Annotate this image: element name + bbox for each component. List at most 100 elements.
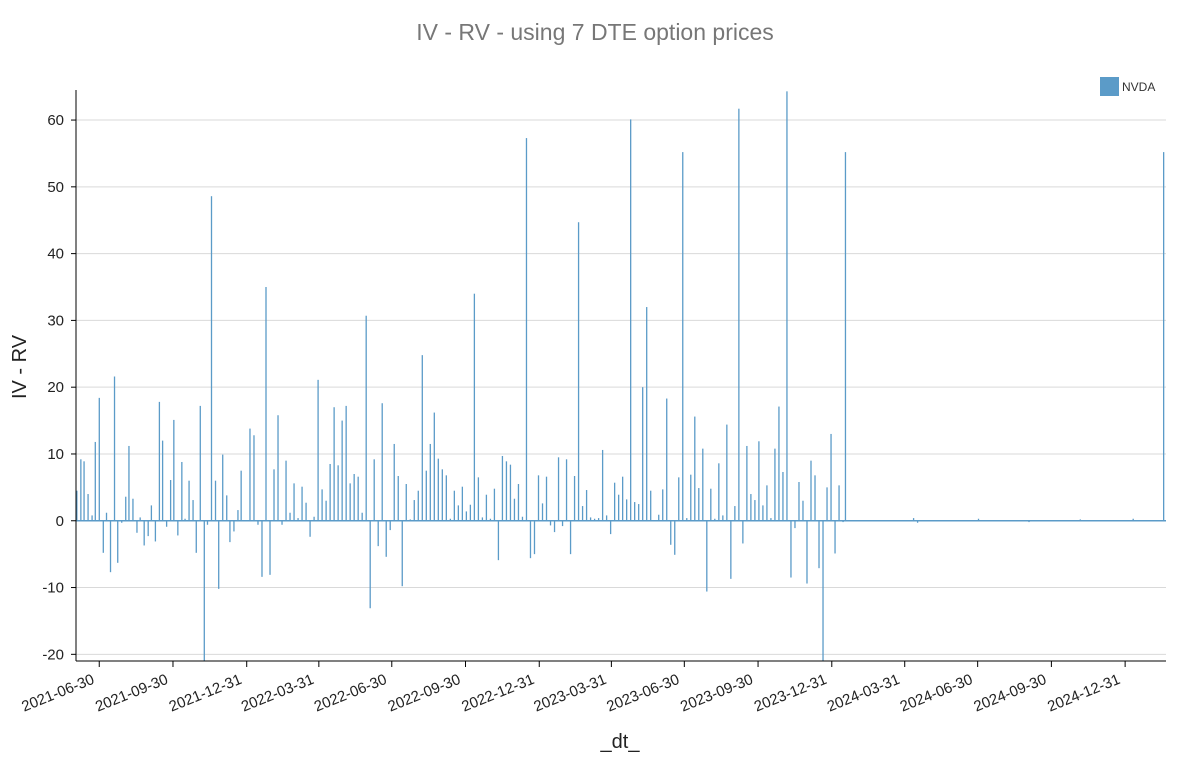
bar xyxy=(806,520,808,584)
bar xyxy=(537,475,540,521)
y-tick-label: 0 xyxy=(56,513,64,530)
bar xyxy=(545,476,548,521)
bar xyxy=(589,517,592,521)
bar xyxy=(289,512,291,521)
bar xyxy=(1132,518,1134,521)
x-tick-label: 2024-12-31 xyxy=(1045,671,1123,716)
bar xyxy=(844,152,847,521)
bar xyxy=(525,138,528,521)
x-tick-label: 2023-06-30 xyxy=(604,671,682,716)
bar xyxy=(385,520,387,557)
x-tick-label: 2024-03-31 xyxy=(825,671,903,716)
bar xyxy=(210,196,213,521)
bar xyxy=(125,496,127,521)
bar xyxy=(766,485,768,521)
bar xyxy=(822,520,824,661)
bar xyxy=(622,476,624,521)
bar xyxy=(333,407,335,521)
bar xyxy=(529,520,532,559)
bar xyxy=(718,463,720,521)
bar xyxy=(229,520,231,543)
bar xyxy=(577,222,580,521)
bar xyxy=(658,514,660,521)
bar xyxy=(694,416,696,521)
bar xyxy=(76,490,78,521)
bar xyxy=(698,488,700,521)
bar xyxy=(678,477,680,521)
bar xyxy=(321,489,323,521)
x-tick-label: 2022-03-31 xyxy=(239,671,317,716)
bar xyxy=(618,494,620,521)
bar xyxy=(265,287,267,521)
bar xyxy=(233,520,235,532)
bar xyxy=(790,520,792,578)
bar xyxy=(810,460,812,521)
bar xyxy=(912,518,915,521)
bar xyxy=(277,415,279,521)
bar xyxy=(281,520,283,525)
bar xyxy=(433,412,435,521)
bar xyxy=(497,520,500,561)
bar xyxy=(714,518,716,521)
bar xyxy=(798,482,800,521)
bar xyxy=(770,518,772,521)
bar xyxy=(109,520,112,573)
bar xyxy=(593,518,596,521)
bar xyxy=(746,445,748,521)
bar xyxy=(261,520,263,577)
y-axis-title: IV - RV xyxy=(9,334,31,399)
x-tick-label: 2023-09-30 xyxy=(678,671,756,716)
bar xyxy=(650,490,652,521)
x-tick-label: 2022-12-31 xyxy=(459,671,537,716)
gridlines xyxy=(76,119,1166,655)
bar xyxy=(389,520,391,531)
bar xyxy=(513,498,516,521)
bar xyxy=(553,520,556,533)
bar xyxy=(341,420,343,521)
bar xyxy=(802,500,804,521)
bar xyxy=(473,293,476,521)
bar xyxy=(91,515,93,521)
bar xyxy=(453,490,455,521)
bar xyxy=(309,520,311,537)
bar xyxy=(609,520,612,535)
bar xyxy=(630,119,632,521)
bar xyxy=(573,476,576,521)
bar xyxy=(754,500,756,521)
legend-label-nvda: NVDA xyxy=(1122,80,1155,94)
bar xyxy=(561,520,564,527)
y-axis-ticks: -20 -10 0 10 20 30 40 50 60 xyxy=(42,112,76,663)
y-tick-label: 10 xyxy=(47,446,64,463)
bar xyxy=(169,480,172,521)
bar xyxy=(601,449,604,521)
bar xyxy=(257,520,259,525)
bar xyxy=(722,515,724,521)
y-tick-label: 30 xyxy=(47,312,64,329)
legend-swatch-nvda xyxy=(1100,77,1119,96)
bar xyxy=(301,486,303,521)
bar xyxy=(249,428,251,521)
bar xyxy=(533,520,536,555)
bar xyxy=(237,510,239,521)
bar xyxy=(834,520,836,554)
bar xyxy=(738,108,740,521)
bar xyxy=(916,520,919,523)
bar xyxy=(734,506,736,521)
bar xyxy=(642,387,644,521)
bar xyxy=(477,477,480,521)
x-tick-label: 2022-06-30 xyxy=(312,671,390,716)
bar xyxy=(147,520,149,537)
bar xyxy=(373,459,375,521)
bar xyxy=(750,494,752,521)
bar xyxy=(305,502,307,521)
bar xyxy=(349,483,351,521)
bar xyxy=(710,488,712,521)
x-tick-label: 2021-12-31 xyxy=(167,671,245,716)
bar xyxy=(377,520,379,547)
bar xyxy=(401,520,403,587)
bar xyxy=(605,515,608,521)
bar xyxy=(173,419,175,521)
bar xyxy=(706,520,708,592)
bar xyxy=(365,315,367,521)
bar xyxy=(253,435,255,521)
